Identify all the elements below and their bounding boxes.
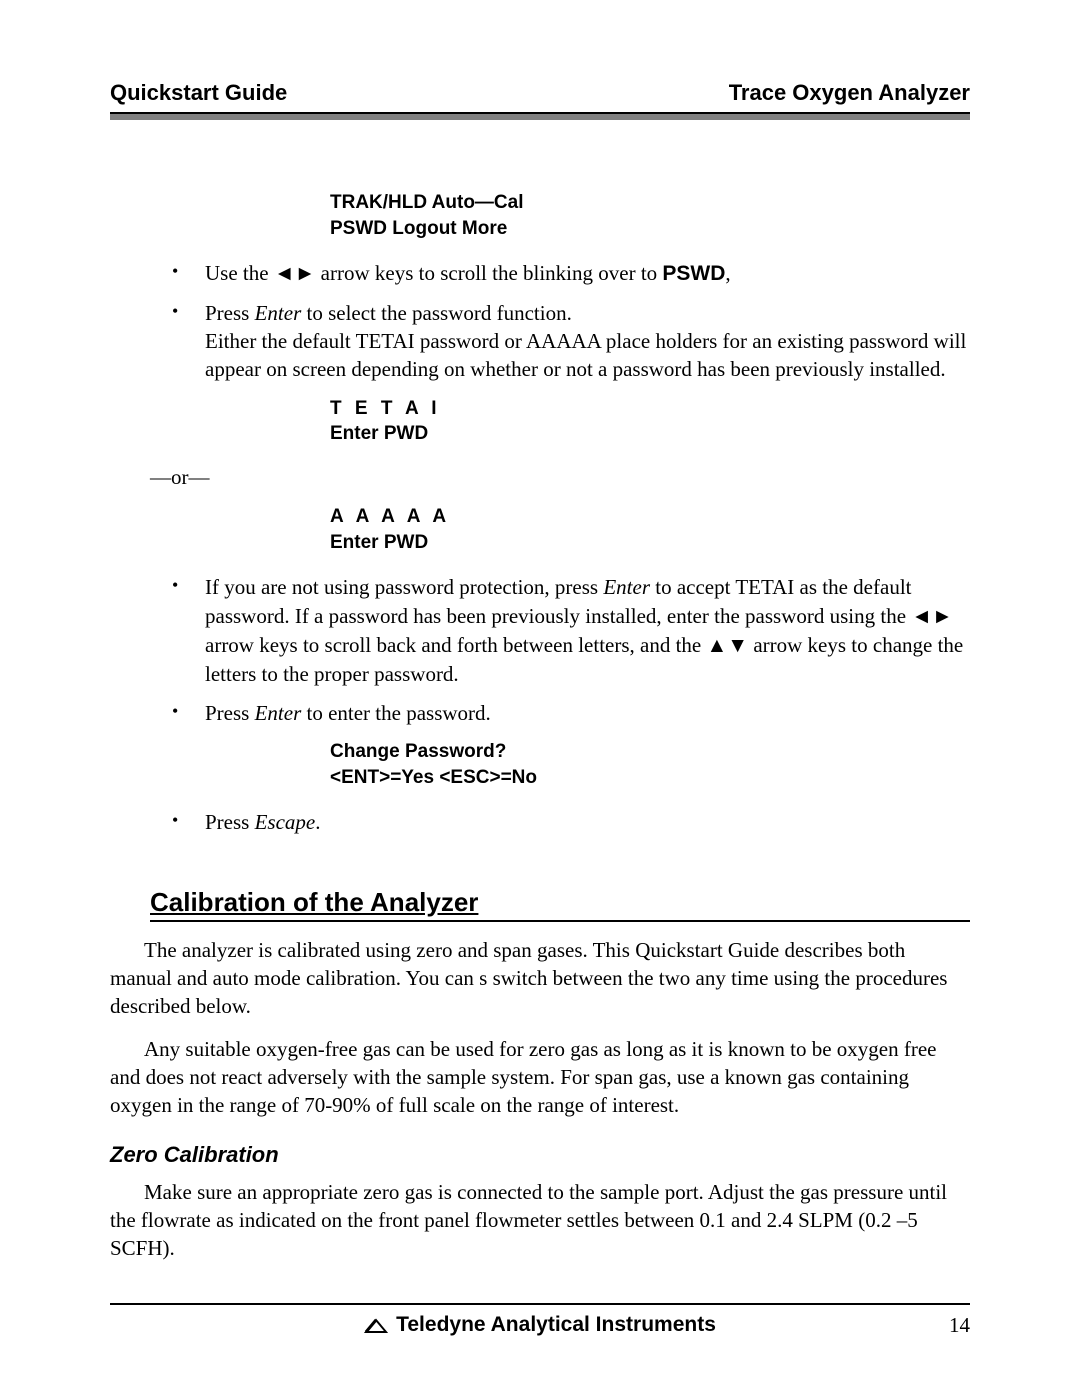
teledyne-logo-icon bbox=[364, 1316, 388, 1334]
text: Press bbox=[205, 301, 255, 325]
lcd-line: A A A A A bbox=[330, 504, 970, 530]
text: If you are not using password protection… bbox=[205, 575, 603, 599]
text: , bbox=[725, 261, 730, 285]
page-number: 14 bbox=[949, 1313, 970, 1338]
header-rule bbox=[110, 112, 970, 120]
section-heading-text: Calibration of the Analyzer bbox=[150, 887, 478, 917]
lcd-display-2: T E T A I Enter PWD bbox=[330, 396, 970, 447]
header-left: Quickstart Guide bbox=[110, 80, 287, 106]
text: Use the bbox=[205, 261, 274, 285]
lcd-display-1: TRAK/HLD Auto—Cal PSWD Logout More bbox=[330, 190, 970, 241]
list-item: If you are not using password protection… bbox=[110, 573, 970, 688]
text: Either the default TETAI password or AAA… bbox=[205, 329, 966, 381]
footer-company: Teledyne Analytical Instruments bbox=[396, 1313, 716, 1337]
left-right-arrow-icon: ◄► bbox=[911, 605, 953, 628]
body-paragraph: Any suitable oxygen-free gas can be used… bbox=[110, 1035, 970, 1120]
enter-key-label: Enter bbox=[603, 575, 650, 599]
footer-rule bbox=[110, 1303, 970, 1305]
lcd-line: <ENT>=Yes <ESC>=No bbox=[330, 765, 970, 791]
running-header: Quickstart Guide Trace Oxygen Analyzer bbox=[110, 80, 970, 112]
text: to enter the password. bbox=[301, 701, 491, 725]
lcd-line: Change Password? bbox=[330, 739, 970, 765]
text: . bbox=[315, 810, 320, 834]
up-down-arrow-icon: ▲▼ bbox=[707, 634, 749, 657]
text: arrow keys to scroll back and forth betw… bbox=[205, 633, 707, 657]
list-item: Press Enter to select the password funct… bbox=[110, 299, 970, 384]
text: Press bbox=[205, 810, 255, 834]
page-footer: Teledyne Analytical Instruments 14 bbox=[110, 1303, 970, 1337]
body-paragraph: Make sure an appropriate zero gas is con… bbox=[110, 1178, 970, 1263]
bullet-list-2: If you are not using password protection… bbox=[110, 573, 970, 727]
document-page: Quickstart Guide Trace Oxygen Analyzer T… bbox=[0, 0, 1080, 1397]
header-right: Trace Oxygen Analyzer bbox=[729, 80, 970, 106]
list-item: Press Escape. bbox=[110, 808, 970, 836]
enter-key-label: Enter bbox=[255, 301, 302, 325]
body-paragraph: The analyzer is calibrated using zero an… bbox=[110, 936, 970, 1021]
lcd-line: Enter PWD bbox=[330, 530, 970, 556]
list-item: Press Enter to enter the password. bbox=[110, 699, 970, 727]
section-heading-calibration: Calibration of the Analyzer bbox=[150, 887, 970, 922]
lcd-line: TRAK/HLD Auto—Cal bbox=[330, 190, 970, 216]
lcd-display-3: A A A A A Enter PWD bbox=[330, 504, 970, 555]
footer-line: Teledyne Analytical Instruments 14 bbox=[110, 1313, 970, 1337]
text: to select the password function. bbox=[301, 301, 572, 325]
list-item: Use the ◄► arrow keys to scroll the blin… bbox=[110, 259, 970, 288]
subsection-heading-zero-cal: Zero Calibration bbox=[110, 1142, 970, 1168]
left-right-arrow-icon: ◄► bbox=[274, 262, 316, 285]
lcd-line: T E T A I bbox=[330, 396, 970, 422]
or-separator: —or— bbox=[150, 465, 970, 490]
text: Press bbox=[205, 701, 255, 725]
lcd-line: Enter PWD bbox=[330, 421, 970, 447]
pswd-label: PSWD bbox=[662, 262, 725, 285]
text: arrow keys to scroll the blinking over t… bbox=[315, 261, 662, 285]
enter-key-label: Enter bbox=[255, 701, 302, 725]
lcd-display-4: Change Password? <ENT>=Yes <ESC>=No bbox=[330, 739, 970, 790]
lcd-line: PSWD Logout More bbox=[330, 216, 970, 242]
bullet-list-1: Use the ◄► arrow keys to scroll the blin… bbox=[110, 259, 970, 383]
escape-key-label: Escape bbox=[255, 810, 316, 834]
bullet-list-3: Press Escape. bbox=[110, 808, 970, 836]
